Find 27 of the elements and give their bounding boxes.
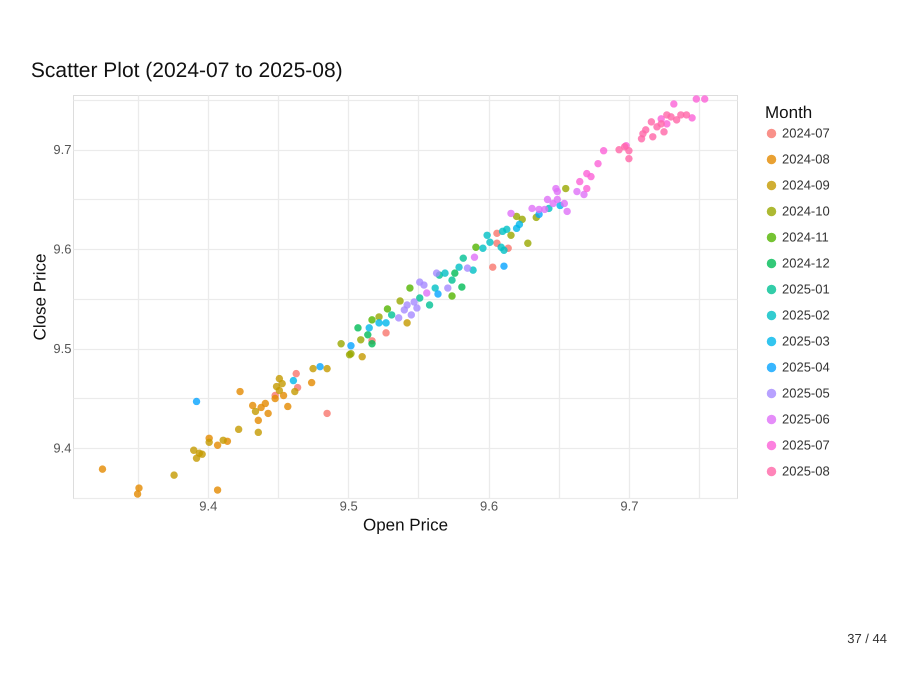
legend-title: Month: [765, 103, 812, 122]
x-tick-label: 9.4: [199, 498, 218, 514]
x-tick-label: 9.5: [340, 498, 358, 514]
y-tick-label: 9.4: [53, 440, 72, 456]
x-tick-label: 9.6: [480, 498, 498, 514]
legend-label: 2024-07: [782, 126, 830, 140]
y-tick-label: 9.6: [53, 242, 72, 257]
text: 37 / 44: [847, 631, 887, 646]
legend-label: 2024-12: [782, 256, 830, 270]
legend-label: 2025-08: [782, 464, 830, 478]
y-tick-label: 9.7: [53, 142, 72, 158]
y-axis-title: Close Price: [30, 254, 50, 340]
y-tick-label: 9.5: [53, 341, 72, 356]
legend-label: 2025-01: [782, 282, 830, 296]
legend-label: 2025-02: [782, 308, 830, 322]
legend-label: 2024-10: [782, 204, 830, 218]
legend-label: 2025-04: [782, 360, 830, 374]
x-axis-title: Open Price: [362, 516, 448, 534]
legend-label: 2025-07: [782, 438, 830, 452]
x-tick-label: 9.7: [620, 498, 638, 514]
legend-label: 2024-09: [782, 178, 830, 192]
legend-label: 2024-08: [782, 152, 830, 166]
chart-title: Scatter Plot (2024-07 to 2025-08): [30, 59, 343, 82]
legend-label: 2024-11: [782, 230, 829, 244]
legend-label: 2025-06: [782, 412, 830, 426]
legend-label: 2025-05: [782, 386, 830, 400]
legend-label: 2025-03: [782, 334, 830, 348]
